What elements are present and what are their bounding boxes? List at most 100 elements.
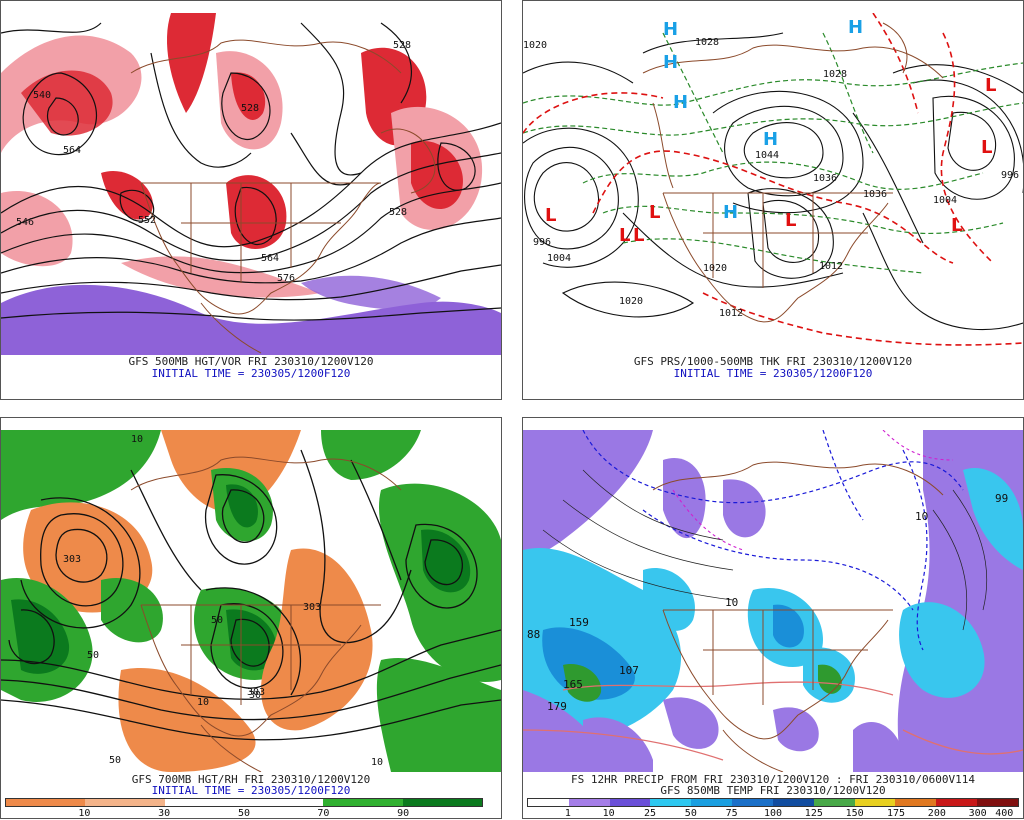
contour-label: 303 [247,687,265,698]
map-pressure-thickness: 1020 1028 1036 1044 1012 1004 996 1020 1… [523,13,1023,355]
panel-pressure-init-time: INITIAL TIME = 230305/1200F120 [673,367,873,380]
contour-label: 564 [63,145,81,156]
temp-contours-positive [523,681,1023,761]
isobar-label: 1028 [695,37,719,48]
temp-contours-negative [582,430,964,651]
isobar-label: 1004 [933,195,957,206]
political-borders [642,22,944,323]
rh-colorbar-swatch [402,799,482,806]
panel-pressure-title: GFS PRS/1000-500MB THK FRI 230310/1200V1… [633,355,913,368]
precip-label: 159 [569,616,589,629]
isobar-label: 1044 [755,150,779,161]
thickness-warm [523,13,1023,346]
precip-label: 99 [995,492,1008,505]
rh-colorbar-swatch [323,799,403,806]
precip-colorbar-swatch [813,799,855,806]
height-contours [1,449,501,741]
precip-colorbar-swatch [650,799,692,806]
contour-labels: 564 540 528 552 564 576 546 528 528 [16,40,411,284]
height-contours [1,22,501,321]
low-marker: L [985,75,996,96]
precip-tick: 125 [804,808,823,819]
contour-label: 528 [389,207,407,218]
rh-tick: 90 [397,808,410,819]
precip-tick: 300 [968,808,987,819]
thickness-cold [523,32,1023,274]
precip-colorbar-swatch [691,799,733,806]
contour-label: 50 [87,650,99,661]
contour-label: 10 [371,757,383,768]
low-marker: L [545,205,556,226]
precip-tick: 10 [602,808,615,819]
map-700mb-humidity: 303 303 50 50 10 30 303 10 50 10 [1,430,501,772]
contour-label: 576 [277,273,295,284]
rh-colorbar-swatch [85,799,165,806]
contour-label: 552 [138,215,156,226]
panel-700mb-humidity: 303 303 50 50 10 30 303 10 50 10 GFS 700… [0,417,502,819]
contour-label: 546 [16,217,34,228]
precip-colorbar [527,798,1019,807]
precip-tick: 100 [763,808,783,819]
contour-label: 30 [249,690,261,701]
temp-contours-cold [672,430,954,551]
contour-label: 10 [197,697,209,708]
isobar-labels: 1020 1028 1036 1044 1012 1004 996 1020 1… [523,37,1019,319]
isobar-label: 1028 [823,69,847,80]
contour-label: 528 [393,40,411,51]
rh-colorbar-swatch [243,799,324,806]
rh-colorbar [5,798,483,807]
precip-label: 107 [619,664,639,677]
panel-700mb-title: GFS 700MB HGT/RH FRI 230310/1200V120 [131,773,371,786]
precip-label: 88 [527,628,540,641]
map-700mb-svg: 303 303 50 50 10 30 303 10 50 10 [1,430,501,772]
high-marker: H [673,92,688,113]
isobar-label: 1036 [813,173,837,184]
precip-tick: 50 [684,808,697,819]
precip-tick: 200 [927,808,946,819]
political-borders [652,461,944,772]
contour-label: 540 [33,90,51,101]
map-pressure-svg: 1020 1028 1036 1044 1012 1004 996 1020 1… [523,13,1023,355]
map-500mb-vorticity: 564 540 528 552 564 576 546 528 528 [1,13,501,355]
precip-colorbar-swatch [977,799,1018,806]
panel-precip-title: FS 12HR PRECIP FROM FRI 230310/1200V120 … [571,773,975,786]
rh-tick: 10 [78,808,91,819]
precip-tick: 1 [564,808,571,819]
contour-label: 528 [241,103,259,114]
panel-precip-subtitle: GFS 850MB TEMP FRI 230310/1200V120 [660,784,886,797]
rh-tick: 50 [237,808,251,819]
contour-label: 303 [63,554,81,565]
precip-labels: 159 107 165 179 88 99 10 10 [527,492,1008,713]
precip-tick: 150 [845,808,864,819]
isobar-label: 996 [533,237,551,248]
contour-label: 50 [211,615,223,626]
precip-fills [523,430,1023,772]
map-500mb-svg: 564 540 528 552 564 576 546 528 528 [1,13,501,355]
precip-colorbar-swatch [895,799,937,806]
mslp-contours [542,469,988,631]
high-marker: H [663,52,678,73]
rh-colorbar-swatch [164,799,244,806]
contour-label: 10 [131,434,143,445]
low-marker: L [785,210,796,231]
precip-colorbar-ticks: 1 10 25 50 75 100 125 150 175 200 300 40… [527,808,1019,820]
isobar-label: 996 [1001,170,1019,181]
rh-tick: 30 [158,808,171,819]
political-borders [130,39,436,354]
isobar-label: 1012 [719,308,743,319]
panel-500mb-title: GFS 500MB HGT/VOR FRI 230310/1200V120 [128,355,374,368]
precip-tick: 75 [725,808,738,819]
map-precip-850mb: 159 107 165 179 88 99 10 10 [523,430,1023,772]
rh-colorbar-ticks: 10 30 50 70 90 [5,808,483,820]
contour-label: 564 [261,253,279,264]
high-marker: H [663,19,678,40]
map-precip-svg: 159 107 165 179 88 99 10 10 [523,430,1023,772]
isobars [523,32,1023,331]
contour-labels: 303 303 50 50 10 30 303 10 50 10 [63,434,383,768]
low-marker: L [649,202,660,223]
precip-tick: 25 [643,808,657,819]
precip-label: 10 [915,510,928,523]
precip-tick: 175 [886,808,906,819]
panel-500mb-init-time: INITIAL TIME = 230305/1200F120 [151,367,351,380]
isobar-label: 1020 [619,296,643,307]
